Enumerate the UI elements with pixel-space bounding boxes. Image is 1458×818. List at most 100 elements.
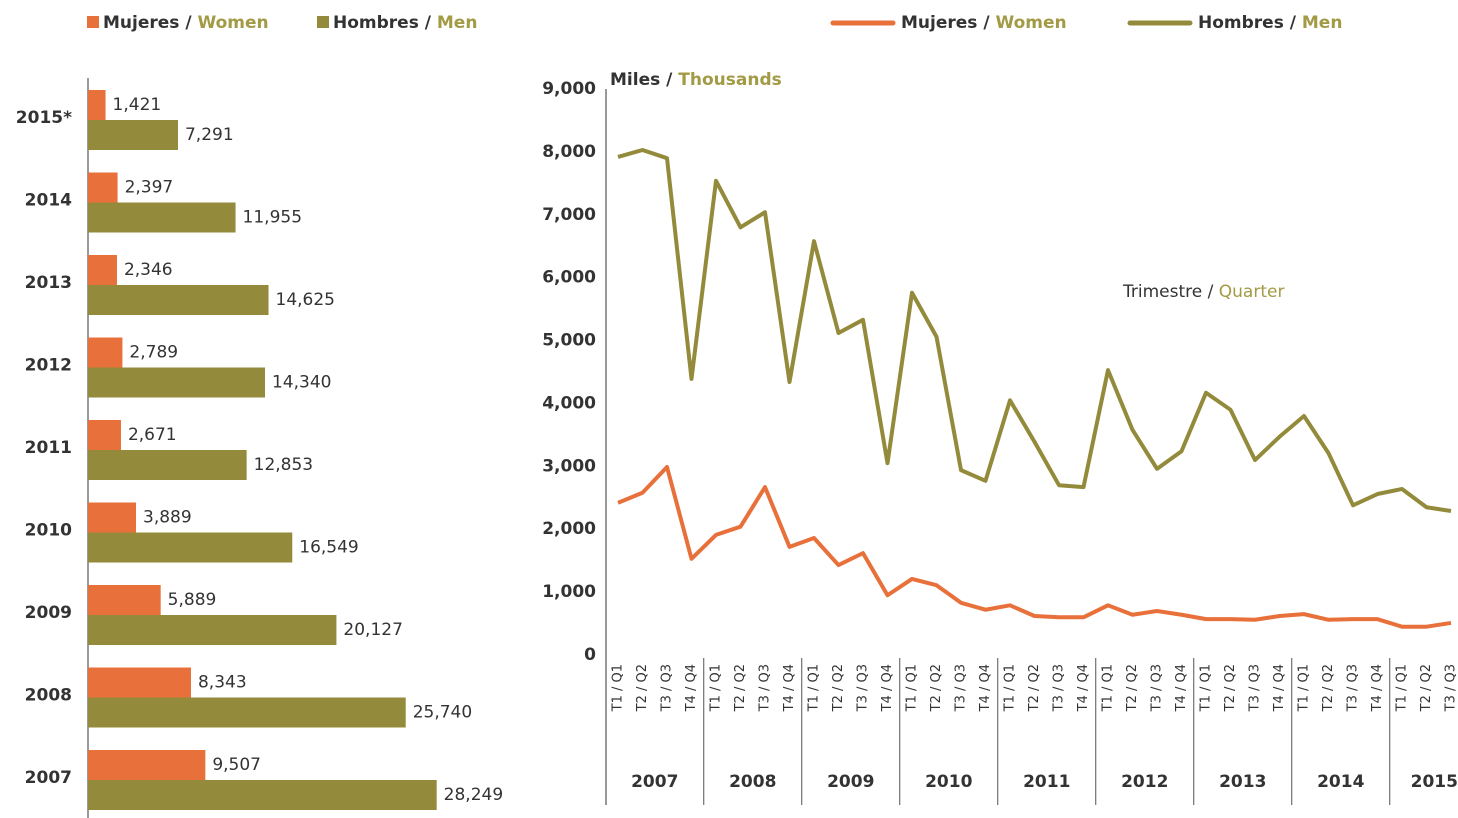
value-label: 25,740 bbox=[413, 703, 472, 723]
x-tick-label: T4 / Q4 bbox=[1174, 664, 1189, 712]
bar bbox=[88, 750, 206, 780]
y-tick-label: 2014 bbox=[25, 191, 72, 211]
y-tick-label: 1,000 bbox=[542, 582, 596, 602]
x-group-label: 2008 bbox=[729, 772, 776, 792]
x-tick-label: T3 / Q3 bbox=[660, 664, 675, 712]
x-tick-label: T3 / Q3 bbox=[954, 664, 969, 712]
bar bbox=[88, 255, 117, 285]
x-tick-label: T4 / Q4 bbox=[684, 664, 699, 712]
y-tick-label: 5,000 bbox=[542, 331, 596, 351]
value-label: 14,340 bbox=[272, 373, 331, 393]
y-tick-label: 2,000 bbox=[542, 519, 596, 539]
value-label: 11,955 bbox=[243, 208, 302, 228]
legend-swatch bbox=[317, 16, 329, 28]
y-tick-label: 2012 bbox=[25, 356, 72, 376]
x-tick-label: T3 / Q3 bbox=[1052, 664, 1067, 712]
x-tick-label: T1 / Q1 bbox=[1101, 664, 1116, 712]
x-tick-label: T4 / Q4 bbox=[1076, 664, 1091, 712]
x-tick-label: T1 / Q1 bbox=[807, 664, 822, 712]
legend-label: Hombres / Men bbox=[1198, 13, 1342, 33]
legend-label: Hombres / Men bbox=[333, 13, 477, 33]
x-tick-label: T2 / Q2 bbox=[635, 664, 650, 712]
x-tick-label: T2 / Q2 bbox=[1419, 664, 1434, 712]
x-tick-label: T3 / Q3 bbox=[1150, 664, 1165, 712]
x-tick-label: T2 / Q2 bbox=[733, 664, 748, 712]
bar bbox=[88, 120, 178, 150]
x-tick-label: T4 / Q4 bbox=[1272, 664, 1287, 712]
value-label: 12,853 bbox=[254, 455, 313, 475]
bar bbox=[88, 172, 118, 203]
x-tick-label: T3 / Q3 bbox=[856, 664, 871, 712]
bar bbox=[88, 367, 265, 398]
bar bbox=[88, 780, 437, 810]
value-label: 14,625 bbox=[276, 290, 335, 310]
x-tick-label: T4 / Q4 bbox=[782, 664, 797, 712]
bar bbox=[88, 420, 121, 450]
x-group-label: 2007 bbox=[631, 772, 678, 792]
x-tick-label: T1 / Q1 bbox=[905, 664, 920, 712]
y-tick-label: 2010 bbox=[25, 521, 72, 541]
bar bbox=[88, 202, 236, 233]
x-tick-label: T1 / Q1 bbox=[1395, 664, 1410, 712]
x-group-label: 2013 bbox=[1219, 772, 1266, 792]
value-label: 28,249 bbox=[444, 785, 503, 805]
value-label: 1,421 bbox=[113, 95, 162, 115]
x-tick-label: T1 / Q1 bbox=[709, 664, 724, 712]
x-group-label: 2015* bbox=[1411, 772, 1458, 792]
x-tick-label: T2 / Q2 bbox=[1223, 664, 1238, 712]
x-group-label: 2014 bbox=[1317, 772, 1364, 792]
bar bbox=[88, 337, 123, 368]
value-label: 2,789 bbox=[129, 343, 178, 363]
legend-label: Mujeres / Women bbox=[901, 13, 1067, 33]
y-tick-label: 2011 bbox=[25, 438, 72, 458]
x-tick-label: T4 / Q4 bbox=[1370, 664, 1385, 712]
value-label: 9,507 bbox=[212, 755, 261, 775]
value-label: 7,291 bbox=[185, 125, 234, 145]
legend-label: Mujeres / Women bbox=[103, 13, 269, 33]
x-group-label: 2011 bbox=[1023, 772, 1070, 792]
y-tick-label: 6,000 bbox=[542, 268, 596, 288]
x-tick-label: T4 / Q4 bbox=[880, 664, 895, 712]
x-tick-label: T2 / Q2 bbox=[1027, 664, 1042, 712]
annotation: Trimestre / Quarter bbox=[1122, 282, 1284, 302]
x-tick-label: T3 / Q3 bbox=[758, 664, 773, 712]
value-label: 20,127 bbox=[343, 620, 402, 640]
bar bbox=[88, 697, 406, 728]
legend-swatch bbox=[87, 16, 99, 28]
y-tick-label: 4,000 bbox=[542, 393, 596, 413]
bar bbox=[88, 450, 247, 480]
value-label: 16,549 bbox=[299, 538, 358, 558]
value-label: 2,671 bbox=[128, 425, 177, 445]
bar bbox=[88, 502, 137, 533]
value-label: 2,397 bbox=[125, 178, 174, 198]
x-group-label: 2009 bbox=[827, 772, 874, 792]
y-tick-label: 2009 bbox=[25, 603, 72, 623]
y-tick-label: 7,000 bbox=[542, 205, 596, 225]
x-tick-label: T2 / Q2 bbox=[929, 664, 944, 712]
x-tick-label: T4 / Q4 bbox=[978, 664, 993, 712]
line bbox=[617, 464, 1452, 629]
x-tick-label: T3 / Q3 bbox=[1444, 664, 1458, 712]
bar bbox=[88, 667, 191, 698]
x-tick-label: T1 / Q1 bbox=[1297, 664, 1312, 712]
bar bbox=[88, 285, 269, 315]
x-tick-label: T3 / Q3 bbox=[1346, 664, 1361, 712]
value-label: 2,346 bbox=[124, 260, 173, 280]
x-tick-label: T2 / Q2 bbox=[1321, 664, 1336, 712]
bar bbox=[88, 585, 161, 615]
y-tick-label: 0 bbox=[584, 645, 596, 665]
y-tick-label: 3,000 bbox=[542, 456, 596, 476]
y-tick-label: 8,000 bbox=[542, 142, 596, 162]
x-tick-label: T1 / Q1 bbox=[1199, 664, 1214, 712]
value-label: 8,343 bbox=[198, 673, 247, 693]
bar bbox=[88, 615, 337, 645]
x-tick-label: T1 / Q1 bbox=[1003, 664, 1018, 712]
y-tick-label: 2007 bbox=[25, 768, 72, 788]
x-group-label: 2012 bbox=[1121, 772, 1168, 792]
y-tick-label: 2015* bbox=[16, 108, 72, 128]
y-axis-label: Miles / Thousands bbox=[610, 70, 782, 90]
x-group-label: 2010 bbox=[925, 772, 972, 792]
bar bbox=[88, 90, 106, 120]
y-tick-label: 9,000 bbox=[542, 79, 596, 99]
